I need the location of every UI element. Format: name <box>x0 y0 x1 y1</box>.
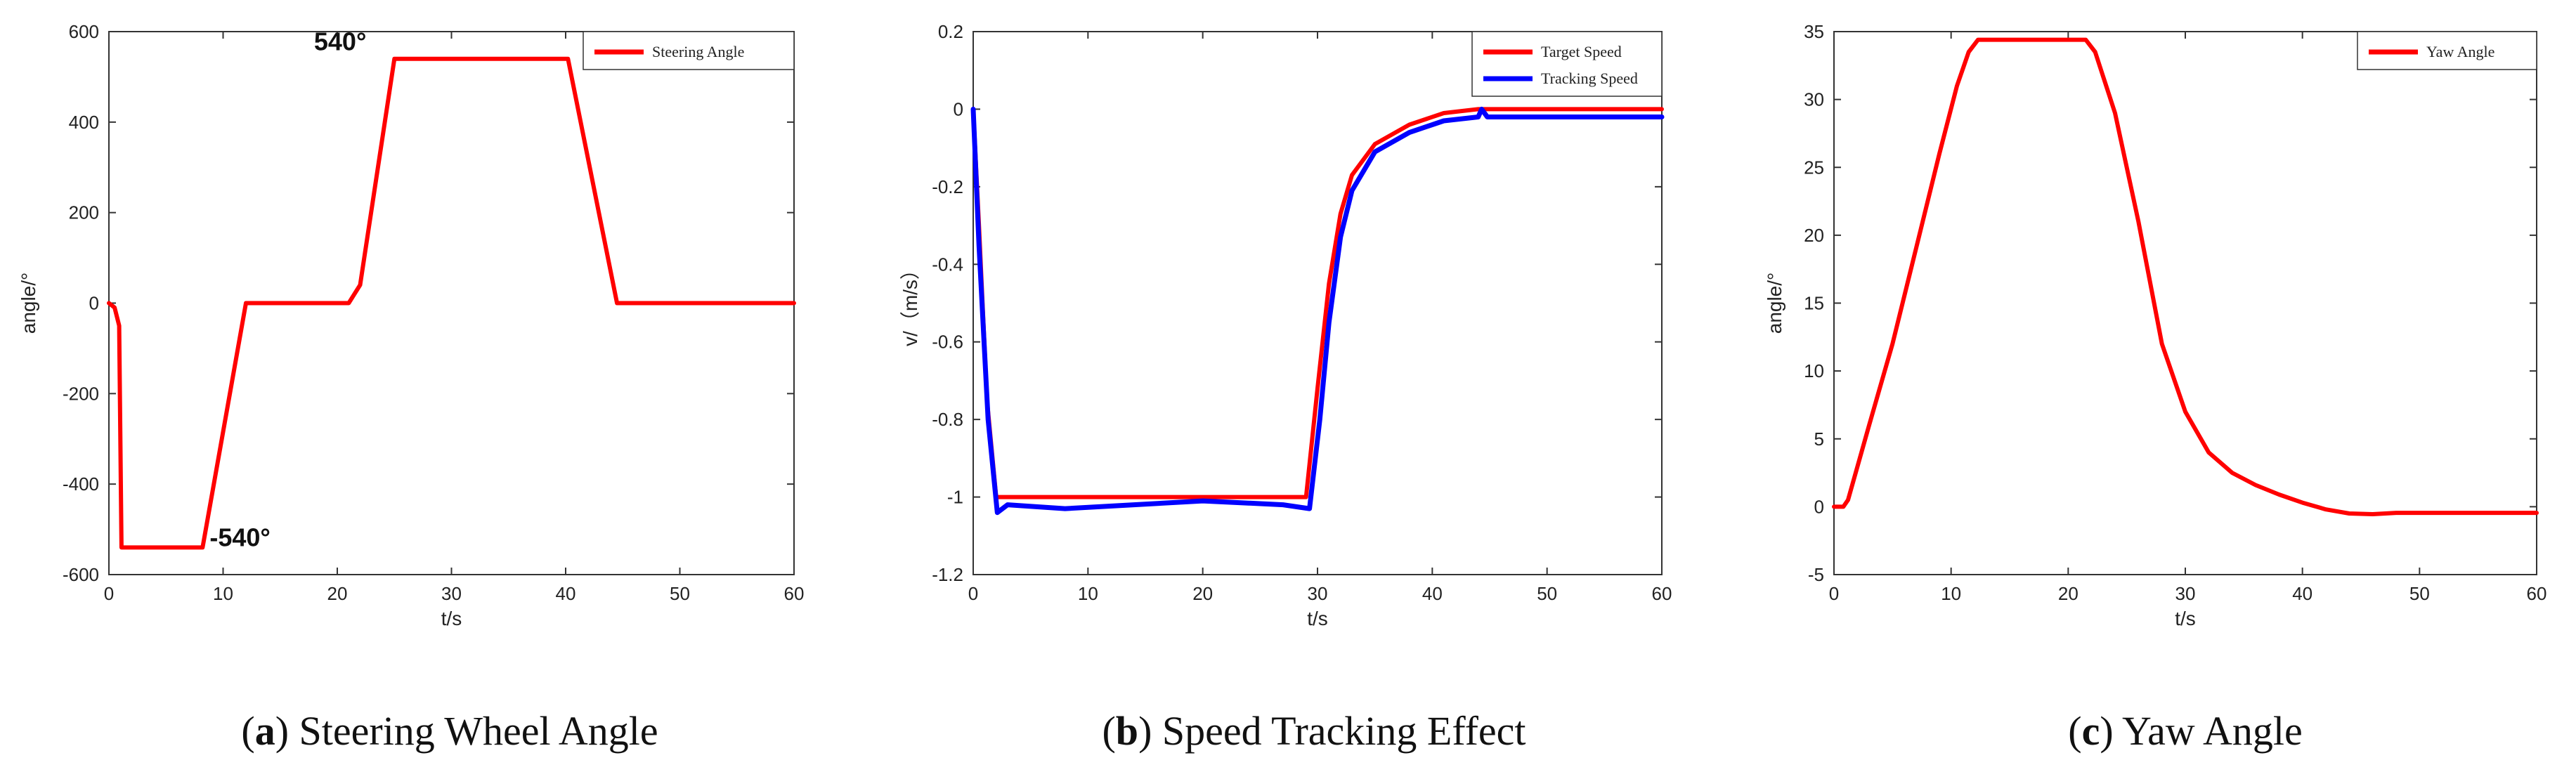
chart-panel-c: 0 10 20 30 40 50 60-505101520253035t/sangle/°Y… <box>1764 21 2546 754</box>
x-axis-label: t/s <box>2175 608 2196 629</box>
y-tick-label: -400 <box>63 473 99 495</box>
y-tick-label: 0 <box>1814 496 1824 517</box>
y-tick-label: 5 <box>1814 428 1824 450</box>
y-tick-label: 10 <box>1804 360 1824 381</box>
y-tick-label: 20 <box>1804 225 1824 246</box>
y-tick-label: 0.2 <box>938 21 963 42</box>
y-tick-label: -5 <box>1808 564 1824 585</box>
x-tick-label: 0 <box>1829 583 1839 604</box>
legend-box <box>1471 31 1663 97</box>
x-tick-label: 50 <box>670 583 690 604</box>
caption-letter: a <box>255 708 275 754</box>
x-tick-label: 20 <box>327 583 348 604</box>
x-tick-label: 10 <box>1078 583 1098 604</box>
annotation-label: -540° <box>209 523 270 551</box>
x-tick-label: 60 <box>1652 583 1672 604</box>
caption-open-paren: ( <box>2068 708 2081 754</box>
chart-panel-a: 0 10 20 30 40 50 60 -600 -400 -200 0 200 400 600 t/s an… <box>18 21 804 754</box>
legend-entry-label: Tracking Speed <box>1541 70 1638 87</box>
y-tick-label: 15 <box>1804 293 1824 314</box>
caption-close-paren: ) <box>1138 708 1162 754</box>
y-tick-label: 0 <box>89 293 99 314</box>
legend-entry-label: Yaw Angle <box>2426 43 2494 60</box>
caption-open-paren: ( <box>1102 708 1115 754</box>
legend-entry-label: Target Speed <box>1541 43 1622 60</box>
x-tick-label: 60 <box>784 583 805 604</box>
y-tick-label: 200 <box>69 202 99 223</box>
caption-open-paren: ( <box>241 708 254 754</box>
caption-letter: c <box>2082 708 2100 754</box>
y-tick-label: 400 <box>69 112 99 133</box>
series-line-steering-angle <box>107 56 796 550</box>
caption-close-paren: ) <box>2100 708 2122 754</box>
x-axis-label: t/s <box>441 608 462 629</box>
x-tick-label: 40 <box>2292 583 2312 604</box>
x-tick-label: 0 <box>968 583 978 604</box>
y-tick-label: -0.6 <box>932 332 963 353</box>
y-tick-label: 35 <box>1804 21 1824 42</box>
x-tick-label: 50 <box>1537 583 1557 604</box>
chart-panel-b: 0 10 20 30 40 50 60 -1.2 -1 -0.8 -0.6 -0.4 -0.2 0 0.2 t… <box>899 21 1672 754</box>
x-tick-label: 60 <box>2527 583 2547 604</box>
caption-text: Speed Tracking Effect <box>1162 708 1526 754</box>
figure-caption: (c) Yaw Angle <box>2068 708 2303 754</box>
caption-text: Yaw Angle <box>2122 708 2303 754</box>
x-axis-label: t/s <box>1307 608 1328 629</box>
y-tick-label: 0 <box>954 98 963 119</box>
plot-frame <box>972 31 1663 575</box>
x-tick-label: 30 <box>441 583 462 604</box>
y-tick-label: 25 <box>1804 157 1824 178</box>
series-line-tracking-speed <box>970 106 1665 516</box>
y-tick-label: -0.8 <box>932 409 963 430</box>
x-tick-label: 10 <box>213 583 233 604</box>
y-tick-label: -0.4 <box>932 254 963 275</box>
y-tick-label: -200 <box>63 383 99 404</box>
y-axis-label: angle/° <box>1764 273 1785 334</box>
x-tick-label: 30 <box>1308 583 1328 604</box>
y-tick-label: -0.2 <box>932 176 963 197</box>
x-tick-label: 20 <box>2058 583 2079 604</box>
x-tick-label: 10 <box>1941 583 1961 604</box>
plot-frame <box>1833 31 2537 575</box>
y-axis-label: angle/° <box>18 273 39 334</box>
series-line-yaw-angle <box>1832 37 2539 516</box>
caption-close-paren: ) <box>275 708 299 754</box>
figure-caption: (b) Speed Tracking Effect <box>1102 708 1526 754</box>
x-tick-label: 0 <box>104 583 114 604</box>
y-tick-label: -1.2 <box>932 564 963 585</box>
x-tick-label: 30 <box>2175 583 2196 604</box>
x-tick-label: 50 <box>2409 583 2430 604</box>
y-tick-label: 30 <box>1804 89 1824 110</box>
y-tick-label: -600 <box>63 564 99 585</box>
figure-caption: (a) Steering Wheel Angle <box>241 708 658 754</box>
annotation-label: 540° <box>314 27 366 56</box>
y-tick-label: 600 <box>69 21 99 42</box>
x-tick-label: 20 <box>1192 583 1213 604</box>
x-tick-label: 40 <box>1422 583 1443 604</box>
caption-text: Steering Wheel Angle <box>299 708 658 754</box>
legend-entry-label: Steering Angle <box>652 43 744 60</box>
y-tick-label: -1 <box>947 487 963 508</box>
x-tick-label: 40 <box>556 583 576 604</box>
y-axis-label: v/（m/s） <box>899 260 921 346</box>
caption-letter: b <box>1116 708 1138 754</box>
